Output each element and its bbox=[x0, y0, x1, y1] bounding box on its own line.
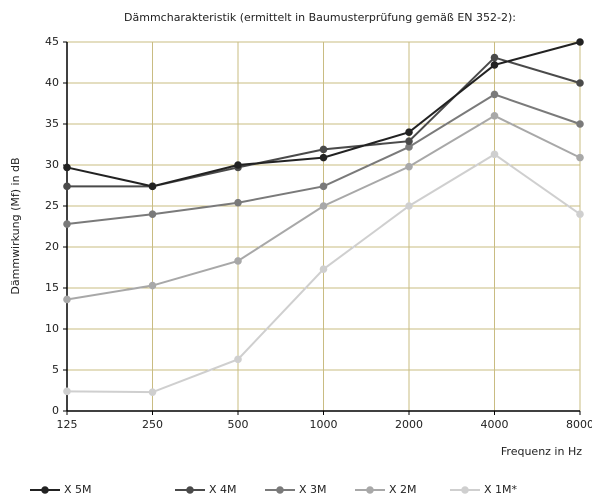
legend-label: X 1M* bbox=[484, 483, 518, 496]
data-point bbox=[319, 145, 328, 154]
x-tick-label: 4000 bbox=[481, 418, 509, 431]
data-point bbox=[234, 161, 242, 169]
x-tick-label: 1000 bbox=[310, 418, 338, 431]
data-point bbox=[63, 295, 71, 304]
data-point bbox=[234, 257, 242, 265]
legend-marker bbox=[276, 486, 284, 494]
data-point bbox=[148, 388, 157, 396]
data-point bbox=[63, 220, 71, 228]
legend-marker bbox=[41, 486, 49, 494]
data-point bbox=[405, 128, 413, 136]
y-tick-label: 25 bbox=[45, 199, 59, 212]
y-tick-label: 0 bbox=[52, 404, 59, 417]
x-tick-label: 250 bbox=[142, 418, 163, 431]
data-point bbox=[405, 162, 413, 171]
data-point bbox=[319, 265, 328, 273]
data-point bbox=[234, 355, 242, 364]
x-tick-label: 2000 bbox=[395, 418, 423, 431]
data-point bbox=[148, 210, 157, 218]
y-tick-label: 30 bbox=[45, 158, 59, 171]
data-point bbox=[576, 38, 584, 46]
data-point bbox=[405, 137, 413, 146]
y-tick-label: 45 bbox=[45, 35, 59, 48]
data-point bbox=[576, 210, 584, 218]
legend-label: X 5M bbox=[64, 483, 92, 496]
data-point bbox=[63, 182, 71, 191]
legend-label: X 4M bbox=[209, 483, 237, 496]
data-point bbox=[576, 120, 584, 128]
data-point bbox=[405, 202, 413, 210]
y-tick-label: 35 bbox=[45, 117, 59, 130]
data-point bbox=[319, 153, 328, 162]
y-axis-label: Dämmwirkung (Mf) in dB bbox=[9, 157, 22, 294]
y-tick-label: 40 bbox=[45, 76, 59, 89]
data-point bbox=[63, 387, 71, 396]
x-tick-label: 125 bbox=[57, 418, 78, 431]
data-point bbox=[63, 163, 71, 172]
legend-label: X 3M bbox=[299, 483, 327, 496]
data-point bbox=[319, 182, 328, 191]
data-point bbox=[576, 79, 584, 87]
legend-label: X 2M bbox=[389, 483, 417, 496]
data-point bbox=[405, 143, 413, 151]
data-point bbox=[148, 182, 157, 191]
y-tick-label: 20 bbox=[45, 240, 59, 253]
data-point bbox=[148, 281, 157, 290]
legend-marker bbox=[366, 486, 374, 494]
chart-title: Dämmcharakteristik (ermittelt in Baumust… bbox=[124, 11, 516, 24]
data-point bbox=[576, 153, 584, 162]
data-point bbox=[490, 53, 499, 62]
data-point bbox=[490, 61, 499, 69]
data-point bbox=[490, 112, 499, 120]
data-point bbox=[319, 202, 328, 210]
y-tick-label: 5 bbox=[52, 363, 59, 376]
legend-marker bbox=[461, 486, 469, 494]
data-point bbox=[490, 90, 499, 99]
legend-marker bbox=[186, 486, 194, 494]
x-axis-label: Frequenz in Hz bbox=[501, 445, 582, 458]
y-tick-label: 10 bbox=[45, 322, 59, 335]
x-tick-label: 500 bbox=[228, 418, 249, 431]
x-tick-label: 8000 bbox=[566, 418, 592, 431]
data-point bbox=[490, 150, 499, 159]
y-tick-label: 15 bbox=[45, 281, 59, 294]
data-point bbox=[234, 198, 242, 207]
